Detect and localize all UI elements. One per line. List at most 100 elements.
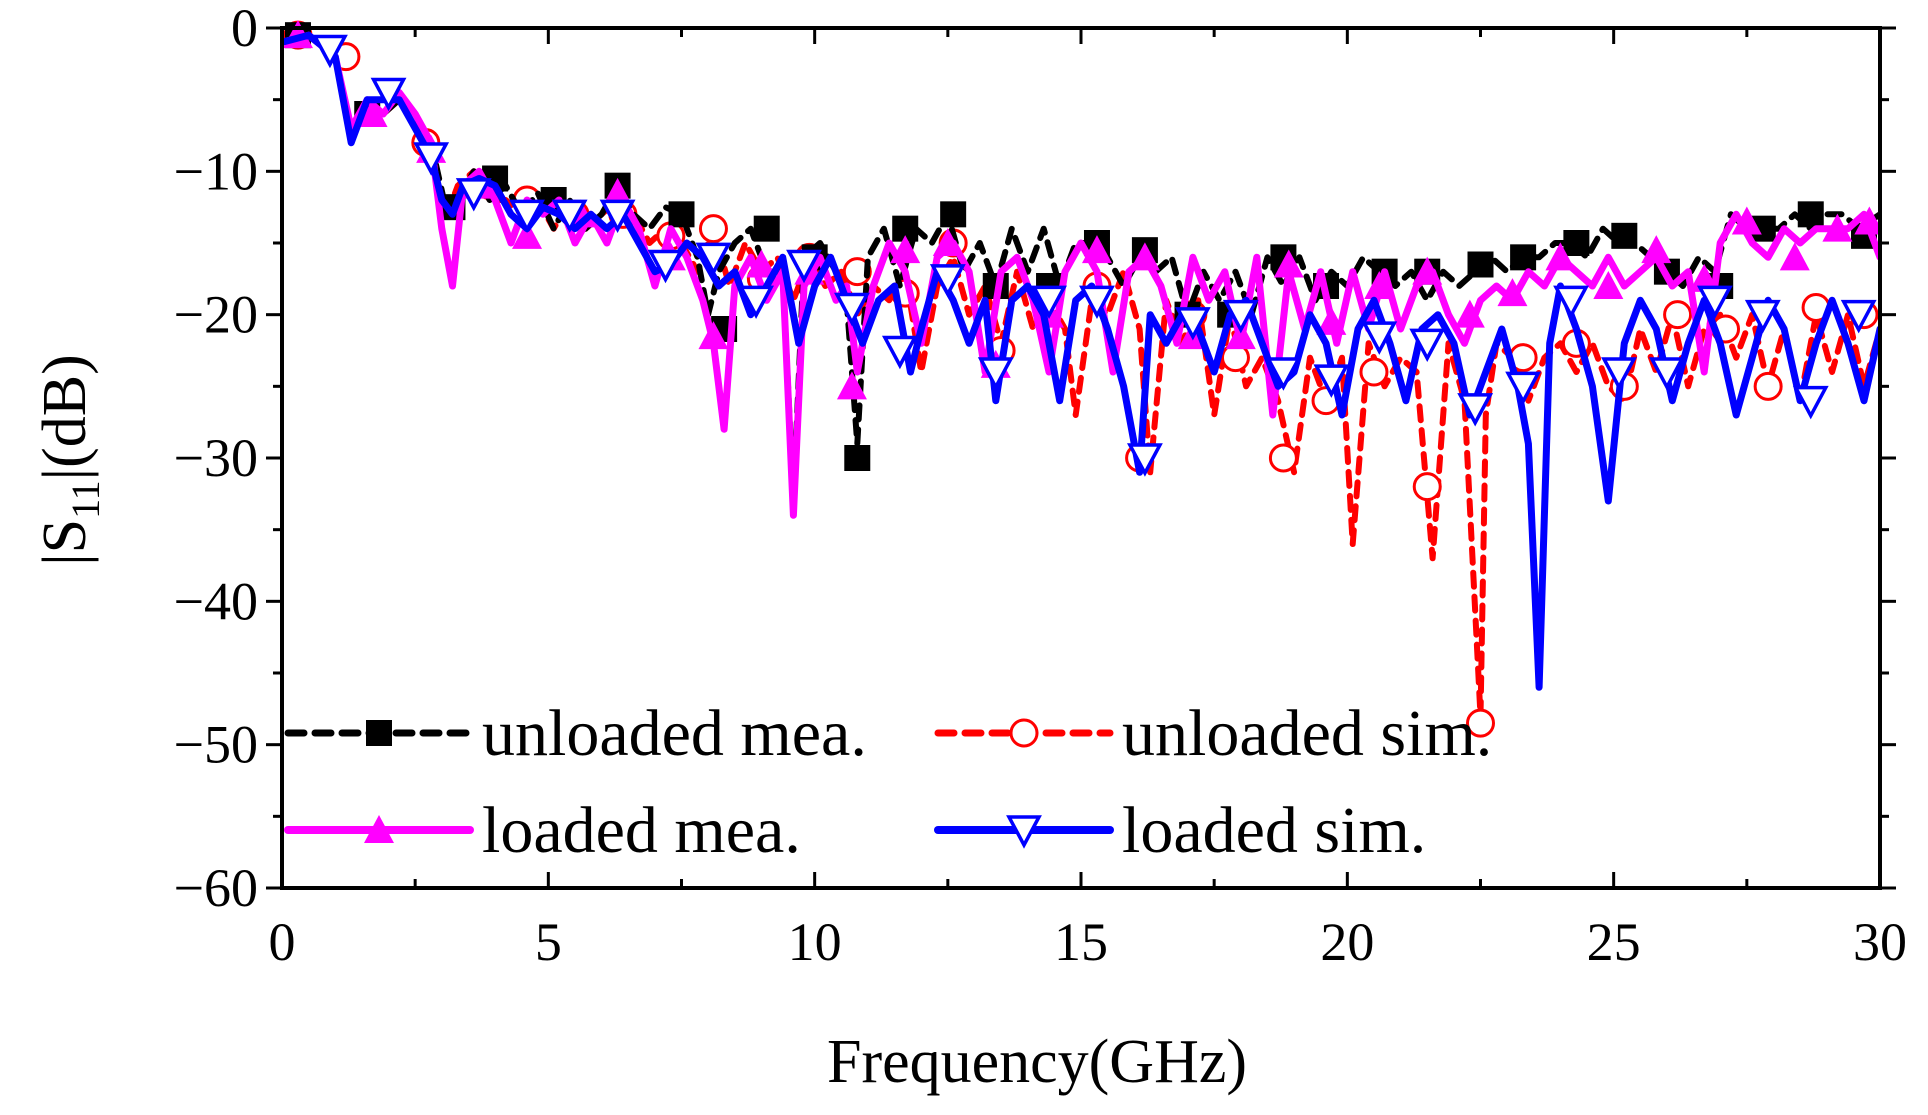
legend-marker-loaded-sim: [1006, 815, 1042, 849]
y-tick-label: −60: [174, 858, 258, 918]
marker-loaded-mea: [1854, 206, 1880, 235]
legend-label-loaded-sim: loaded sim.: [1122, 794, 1426, 867]
marker-loaded-mea: [890, 235, 921, 264]
marker-loaded-mea: [1497, 278, 1528, 307]
legend-label-unloaded-sim: unloaded sim.: [1122, 697, 1492, 770]
y-tick-label: −50: [174, 715, 258, 775]
marker-loaded-mea: [1779, 242, 1810, 271]
y-tick-label: 0: [231, 0, 258, 58]
marker-loaded-mea: [1641, 235, 1672, 264]
y-tick-label: −10: [174, 141, 258, 201]
marker-loaded-mea: [698, 321, 729, 350]
marker-loaded-sim: [1457, 393, 1494, 427]
x-tick-label: 0: [269, 912, 296, 972]
line-unloaded-mea: [282, 32, 1880, 504]
legend-marker-unloaded-mea: [366, 720, 392, 746]
marker-loaded-mea: [1273, 249, 1304, 278]
marker-loaded-sim: [1409, 328, 1446, 363]
line-loaded-mea: [282, 31, 1880, 519]
marker-unloaded-mea: [1467, 251, 1494, 278]
marker-unloaded-mea: [844, 445, 871, 471]
marker-loaded-mea: [746, 249, 777, 278]
marker-unloaded-sim: [1466, 708, 1495, 738]
legend-marker-unloaded-sim: [1009, 718, 1039, 748]
marker-loaded-sim: [1553, 285, 1589, 320]
marker-unloaded-sim: [1268, 443, 1298, 473]
marker-unloaded-mea: [1611, 222, 1638, 249]
marker-loaded-mea: [932, 228, 963, 256]
series-unloaded-mea: [282, 22, 1880, 504]
marker-loaded-sim: [312, 34, 348, 69]
marker-unloaded-mea: [668, 201, 695, 228]
legend: unloaded mea. unloaded sim. loaded mea. loa…: [284, 697, 1492, 867]
marker-loaded-sim: [599, 199, 636, 234]
marker-loaded-sim: [551, 199, 588, 234]
marker-loaded-sim: [1265, 357, 1302, 391]
marker-loaded-sim: [1031, 285, 1067, 320]
marker-unloaded-sim: [1359, 357, 1389, 387]
marker-loaded-mea: [1412, 256, 1443, 285]
legend-marker-loaded-mea: [364, 815, 394, 843]
marker-loaded-mea: [1731, 206, 1762, 235]
marker-unloaded-sim: [698, 214, 728, 244]
marker-loaded-sim: [1696, 285, 1733, 320]
marker-unloaded-mea: [940, 201, 967, 228]
marker-loaded-sim: [881, 335, 918, 370]
legend-label-unloaded-mea: unloaded mea.: [482, 697, 867, 770]
marker-loaded-mea: [1081, 235, 1112, 264]
marker-loaded-mea: [1689, 263, 1720, 292]
series-loaded-mea: [282, 20, 1880, 519]
marker-loaded-mea: [1822, 213, 1853, 242]
marker-loaded-sim: [1840, 299, 1877, 334]
marker-loaded-sim: [1361, 321, 1398, 355]
marker-loaded-sim: [695, 242, 732, 277]
y-tick-label: −40: [174, 571, 258, 631]
series-layer: [282, 20, 1880, 738]
marker-loaded-sim: [786, 249, 822, 284]
marker-loaded-mea: [357, 99, 388, 127]
legend-entry-unloaded-mea: unloaded mea.: [284, 697, 867, 770]
marker-loaded-mea: [512, 220, 543, 249]
marker-loaded-sim: [1313, 364, 1350, 398]
marker-loaded-sim: [370, 77, 407, 112]
x-tick-label: 20: [1320, 912, 1374, 972]
legend-entry-loaded-mea: loaded mea.: [284, 794, 801, 867]
x-tick-label: 10: [788, 912, 842, 972]
marker-loaded-mea: [1545, 242, 1576, 271]
marker-unloaded-mea: [753, 215, 780, 242]
marker-loaded-sim: [509, 199, 545, 234]
axes-layer: 0 5 10 15 20 25 30 0 −10 −20 −30 −40 −50 −60: [174, 0, 1907, 972]
marker-loaded-mea: [1593, 271, 1624, 299]
marker-unloaded-sim: [1412, 472, 1442, 502]
marker-loaded-sim: [1126, 443, 1163, 477]
marker-loaded-sim: [1222, 299, 1259, 334]
y-axis-title-subscript: 11: [63, 480, 108, 519]
x-tick-label: 15: [1054, 912, 1108, 972]
marker-unloaded-sim: [1663, 300, 1693, 330]
x-tick-label: 25: [1587, 912, 1641, 972]
marker-loaded-sim: [1649, 357, 1685, 391]
marker-loaded-sim: [455, 178, 492, 212]
marker-unloaded-mea: [1563, 230, 1590, 256]
y-axis-title-prefix: |S: [31, 519, 99, 566]
x-tick-label: 5: [535, 912, 562, 972]
line-unloaded-sim: [282, 32, 1880, 719]
marker-loaded-mea: [602, 177, 633, 206]
marker-loaded-sim: [1079, 285, 1115, 320]
series-loaded-sim: [282, 31, 1880, 691]
marker-loaded-sim: [1744, 299, 1781, 334]
marker-unloaded-sim: [842, 257, 872, 287]
legend-label-loaded-mea: loaded mea.: [482, 794, 801, 867]
legend-entry-unloaded-sim: unloaded sim.: [934, 697, 1492, 770]
legend-entry-loaded-sim: loaded sim.: [934, 794, 1426, 867]
marker-loaded-mea: [1225, 321, 1256, 350]
y-tick-label: −30: [174, 428, 258, 488]
marker-loaded-sim: [1174, 307, 1211, 341]
y-axis-title: |S11|(dB): [31, 354, 108, 565]
marker-loaded-sim: [413, 142, 450, 176]
marker-loaded-mea: [1364, 271, 1395, 299]
marker-unloaded-sim: [1753, 371, 1783, 401]
marker-loaded-sim: [647, 249, 684, 284]
marker-unloaded-mea: [1510, 244, 1537, 271]
